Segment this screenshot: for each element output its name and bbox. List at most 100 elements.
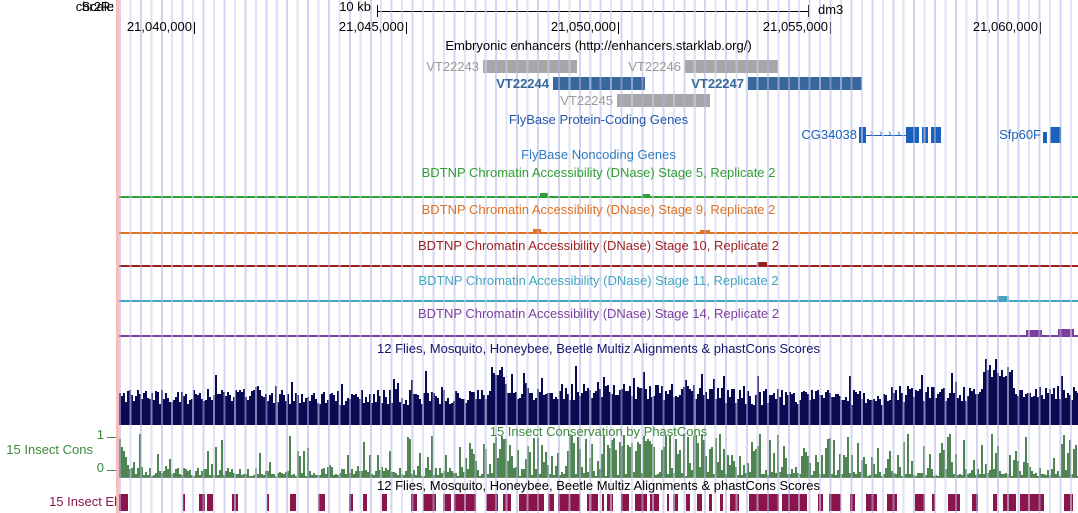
element-block[interactable] [232, 494, 238, 511]
conservation-bar [1075, 445, 1077, 477]
gene-label[interactable]: CG34038 [801, 127, 857, 142]
element-block[interactable] [443, 494, 451, 511]
gene-exon[interactable] [859, 127, 866, 143]
element-block[interactable] [635, 494, 647, 511]
bdtnp-track-title[interactable]: BDTNP Chromatin Accessibility (DNase) St… [417, 306, 780, 321]
ruler-tick [406, 22, 407, 34]
enhancers-track-title[interactable]: Embryonic enhancers (http://enhancers.st… [445, 38, 752, 53]
element-block[interactable] [423, 494, 436, 511]
enhancer-label[interactable]: VT22244 [496, 76, 549, 91]
element-block[interactable] [548, 494, 554, 511]
gene-exon[interactable] [1043, 132, 1047, 143]
element-block[interactable] [887, 494, 897, 511]
element-block[interactable] [587, 494, 598, 511]
element-block[interactable] [363, 494, 367, 511]
signal-bump [540, 193, 548, 196]
enhancer-bar[interactable] [748, 77, 862, 90]
conservation-track-title[interactable]: 15 Insect Conservation by PhastCons [489, 424, 708, 439]
element-block[interactable] [267, 494, 269, 511]
element-block[interactable] [503, 494, 511, 511]
enhancer-label[interactable]: VT22245 [560, 93, 613, 108]
element-block[interactable] [207, 494, 213, 511]
element-block[interactable] [749, 494, 779, 511]
element-block[interactable] [993, 494, 997, 511]
enhancer-bar[interactable] [685, 60, 778, 73]
element-block[interactable] [411, 494, 417, 511]
scale-bar-length-label: 10 kb [339, 0, 371, 14]
ruler-tick [618, 22, 619, 34]
element-block[interactable] [667, 494, 669, 511]
element-block[interactable] [948, 494, 960, 511]
element-block[interactable] [607, 494, 613, 511]
bdtnp-track-title[interactable]: BDTNP Chromatin Accessibility (DNase) St… [418, 273, 779, 288]
protein-coding-genes-track-title[interactable]: FlyBase Protein-Coding Genes [508, 112, 689, 127]
element-block[interactable] [382, 494, 387, 511]
conservation-bar [923, 446, 925, 477]
element-block[interactable] [673, 494, 678, 511]
element-block[interactable] [1064, 494, 1073, 511]
scale-bar-right-tick [808, 5, 809, 17]
gene-exon[interactable] [922, 127, 928, 143]
enhancer-label[interactable]: VT22247 [691, 76, 744, 91]
element-block[interactable] [850, 494, 855, 511]
element-block[interactable] [349, 494, 353, 511]
multiz-track-title[interactable]: 12 Flies, Mosquito, Honeybee, Beetle Mul… [377, 341, 820, 356]
multiz-elements-track-title[interactable]: 12 Flies, Mosquito, Honeybee, Beetle Mul… [377, 478, 820, 493]
element-block[interactable] [519, 494, 544, 511]
conservation-bar [1009, 455, 1011, 477]
element-block[interactable] [915, 494, 925, 511]
ruler-tick-label: 21,045,000 [338, 19, 404, 34]
element-block[interactable] [730, 494, 739, 511]
element-block[interactable] [650, 494, 659, 511]
element-block[interactable] [686, 494, 690, 511]
gene-label[interactable]: Sfp60F [999, 127, 1041, 142]
enhancer-label[interactable]: VT22243 [426, 59, 479, 74]
noncoding-genes-track-title[interactable]: FlyBase Noncoding Genes [521, 147, 676, 162]
element-block[interactable] [1003, 494, 1016, 511]
element-block[interactable] [932, 494, 935, 511]
element-block[interactable] [290, 494, 296, 511]
conservation-bar [485, 449, 487, 477]
element-block[interactable] [1020, 494, 1044, 511]
conservation-bar [573, 443, 575, 477]
signal-bump [642, 194, 650, 196]
elements-side-label[interactable]: 15 Insect El [49, 494, 117, 509]
multiz-histogram [119, 357, 1078, 425]
element-block[interactable] [697, 494, 702, 511]
ruler-tick-label: 21,055,000 [762, 19, 828, 34]
conservation-bar [829, 438, 831, 477]
bdtnp-track-title[interactable]: BDTNP Chromatin Accessibility (DNase) St… [421, 165, 776, 180]
element-block[interactable] [454, 494, 476, 511]
element-block[interactable] [602, 494, 604, 511]
element-block[interactable] [709, 494, 712, 511]
gene-exon[interactable] [906, 127, 919, 143]
bdtnp-track-title[interactable]: BDTNP Chromatin Accessibility (DNase) St… [417, 238, 780, 253]
gene-exon[interactable] [1050, 127, 1061, 143]
element-block[interactable] [119, 494, 128, 511]
element-block[interactable] [972, 494, 978, 511]
element-block[interactable] [829, 494, 841, 511]
conservation-bar [289, 436, 291, 477]
conservation-bar [431, 436, 433, 477]
element-block[interactable] [318, 494, 325, 511]
element-block[interactable] [486, 494, 498, 511]
element-block[interactable] [183, 494, 185, 511]
enhancer-label[interactable]: VT22246 [628, 59, 681, 74]
conservation-bar [833, 440, 835, 477]
conservation-bar [683, 434, 685, 477]
signal-bump [1058, 329, 1074, 335]
conservation-bar [1069, 440, 1071, 477]
element-block[interactable] [621, 494, 629, 511]
element-block[interactable] [720, 494, 723, 511]
signal-bump [757, 262, 767, 265]
element-block[interactable] [782, 494, 807, 511]
element-block[interactable] [818, 494, 823, 511]
element-block[interactable] [558, 494, 580, 511]
enhancer-bar[interactable] [617, 94, 710, 107]
element-block[interactable] [866, 494, 877, 511]
intron-arrow-icon: › [879, 128, 883, 139]
bdtnp-track-title[interactable]: BDTNP Chromatin Accessibility (DNase) St… [421, 202, 776, 217]
element-block[interactable] [199, 494, 205, 511]
conservation-side-label[interactable]: 15 Insect Cons [6, 442, 93, 457]
